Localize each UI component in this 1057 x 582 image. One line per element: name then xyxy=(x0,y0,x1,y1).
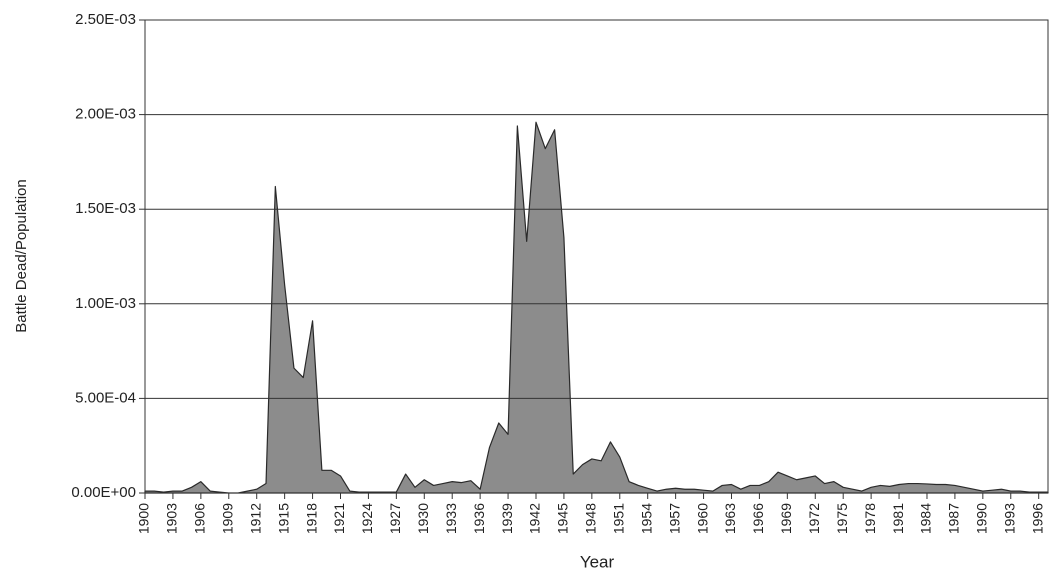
x-tick-label: 1927 xyxy=(387,503,403,534)
y-axis-label: Battle Dead/Population xyxy=(13,179,30,332)
x-tick-label: 1921 xyxy=(331,503,347,534)
x-tick-label: 1975 xyxy=(834,503,850,534)
x-tick-label: 1930 xyxy=(415,503,431,534)
x-tick-label: 1945 xyxy=(555,503,571,534)
x-tick-label: 1909 xyxy=(219,503,235,534)
x-tick-label: 1951 xyxy=(610,503,626,534)
x-tick-label: 1972 xyxy=(806,503,822,534)
x-tick-label: 1915 xyxy=(275,503,291,534)
x-tick-label: 1942 xyxy=(527,503,543,534)
x-tick-label: 1957 xyxy=(666,503,682,534)
x-tick-label: 1966 xyxy=(750,503,766,534)
x-tick-label: 1939 xyxy=(499,503,515,534)
x-tick-label: 1954 xyxy=(638,503,654,534)
x-tick-label: 1960 xyxy=(694,503,710,534)
x-tick-label: 1906 xyxy=(192,503,208,534)
x-tick-label: 1996 xyxy=(1029,503,1045,534)
y-tick-label: 2.50E-03 xyxy=(75,11,136,28)
x-tick-label: 1969 xyxy=(778,503,794,534)
x-tick-label: 1993 xyxy=(1001,503,1017,534)
y-tick-label: 1.50E-03 xyxy=(75,200,136,217)
plot-frame xyxy=(144,19,1049,494)
x-tick-label: 1987 xyxy=(946,503,962,534)
y-tick-label: 5.00E-04 xyxy=(75,389,136,406)
x-tick-label: 1981 xyxy=(890,503,906,534)
x-tick-label: 1924 xyxy=(359,503,375,534)
x-tick-label: 1900 xyxy=(136,503,152,534)
x-tick-label: 1990 xyxy=(974,503,990,534)
x-tick-label: 1918 xyxy=(303,503,319,534)
x-tick-label: 1984 xyxy=(918,503,934,534)
x-tick-label: 1933 xyxy=(443,503,459,534)
x-tick-label: 1936 xyxy=(471,503,487,534)
x-tick-label: 1963 xyxy=(722,503,738,534)
y-tick-label: 2.00E-03 xyxy=(75,106,136,123)
x-tick-label: 1912 xyxy=(247,503,263,534)
x-tick-label: 1948 xyxy=(583,503,599,534)
y-tick-label: 0.00E+00 xyxy=(71,484,136,501)
x-tick-label: 1903 xyxy=(164,503,180,534)
y-tick-label: 1.00E-03 xyxy=(75,295,136,312)
x-axis-label: Year xyxy=(580,552,615,571)
x-tick-label: 1978 xyxy=(862,503,878,534)
area xyxy=(144,121,1049,494)
